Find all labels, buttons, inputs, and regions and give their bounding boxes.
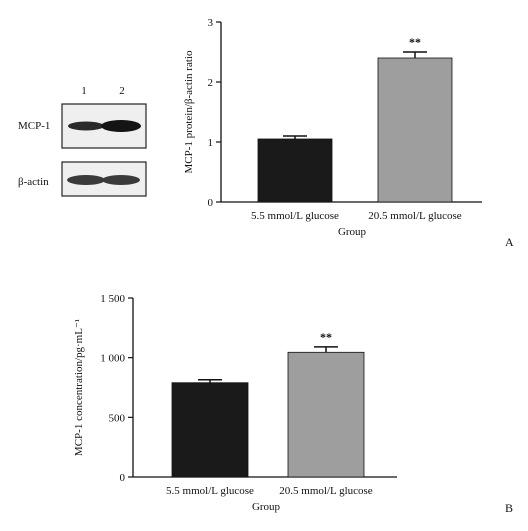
- bar: [171, 382, 249, 478]
- lane-label-2: 2: [119, 85, 125, 97]
- x-category-label: 20.5 mmol/L glucose: [368, 210, 462, 222]
- x-category-label: 20.5 mmol/L glucose: [279, 485, 373, 497]
- chart-b: 0 500 1 000 1 500 5.5 mmol/L glucose ** 20.5 m…: [73, 293, 397, 513]
- significance-label: **: [409, 35, 421, 49]
- x-axis-label: Group: [338, 226, 367, 238]
- x-category-label: 5.5 mmol/L glucose: [251, 210, 339, 222]
- panel-letter-a: A: [505, 235, 514, 249]
- blot-band-beta-actin-lane1: [67, 175, 105, 185]
- y-tick-label: 1 000: [100, 353, 125, 365]
- bar: [257, 138, 333, 203]
- x-axis-label: Group: [252, 501, 281, 513]
- y-tick-label: 1: [208, 137, 214, 149]
- y-axis-label: MCP-1 concentration/pg·mL⁻¹: [73, 319, 85, 456]
- y-tick-label: 0: [208, 197, 214, 209]
- y-axis-label: MCP-1 protein/β-actin ratio: [183, 50, 195, 173]
- y-tick-label: 500: [109, 412, 126, 424]
- chart-a: 0 1 2 3 5.5 mmol/L glucose ** 20.5 mmol/L gluc…: [183, 17, 482, 238]
- panel-letter-b: B: [505, 501, 513, 515]
- significance-label: **: [320, 330, 332, 344]
- blot-band-mcp1-lane2: [101, 120, 141, 132]
- western-blot: 1 2 MCP-1 β-actin: [18, 85, 147, 197]
- bar: [377, 57, 453, 203]
- blot-band-beta-actin-lane2: [102, 175, 140, 185]
- blot-row-label-beta-actin: β-actin: [18, 176, 49, 188]
- blot-band-mcp1-lane1: [68, 121, 104, 131]
- y-tick-label: 3: [208, 17, 214, 29]
- lane-label-1: 1: [81, 85, 87, 97]
- y-tick-label: 1 500: [100, 293, 125, 305]
- x-category-label: 5.5 mmol/L glucose: [166, 485, 254, 497]
- blot-row-label-mcp1: MCP-1: [18, 120, 50, 132]
- y-tick-label: 2: [208, 77, 214, 89]
- bar: [287, 351, 365, 478]
- y-tick-label: 0: [120, 472, 126, 484]
